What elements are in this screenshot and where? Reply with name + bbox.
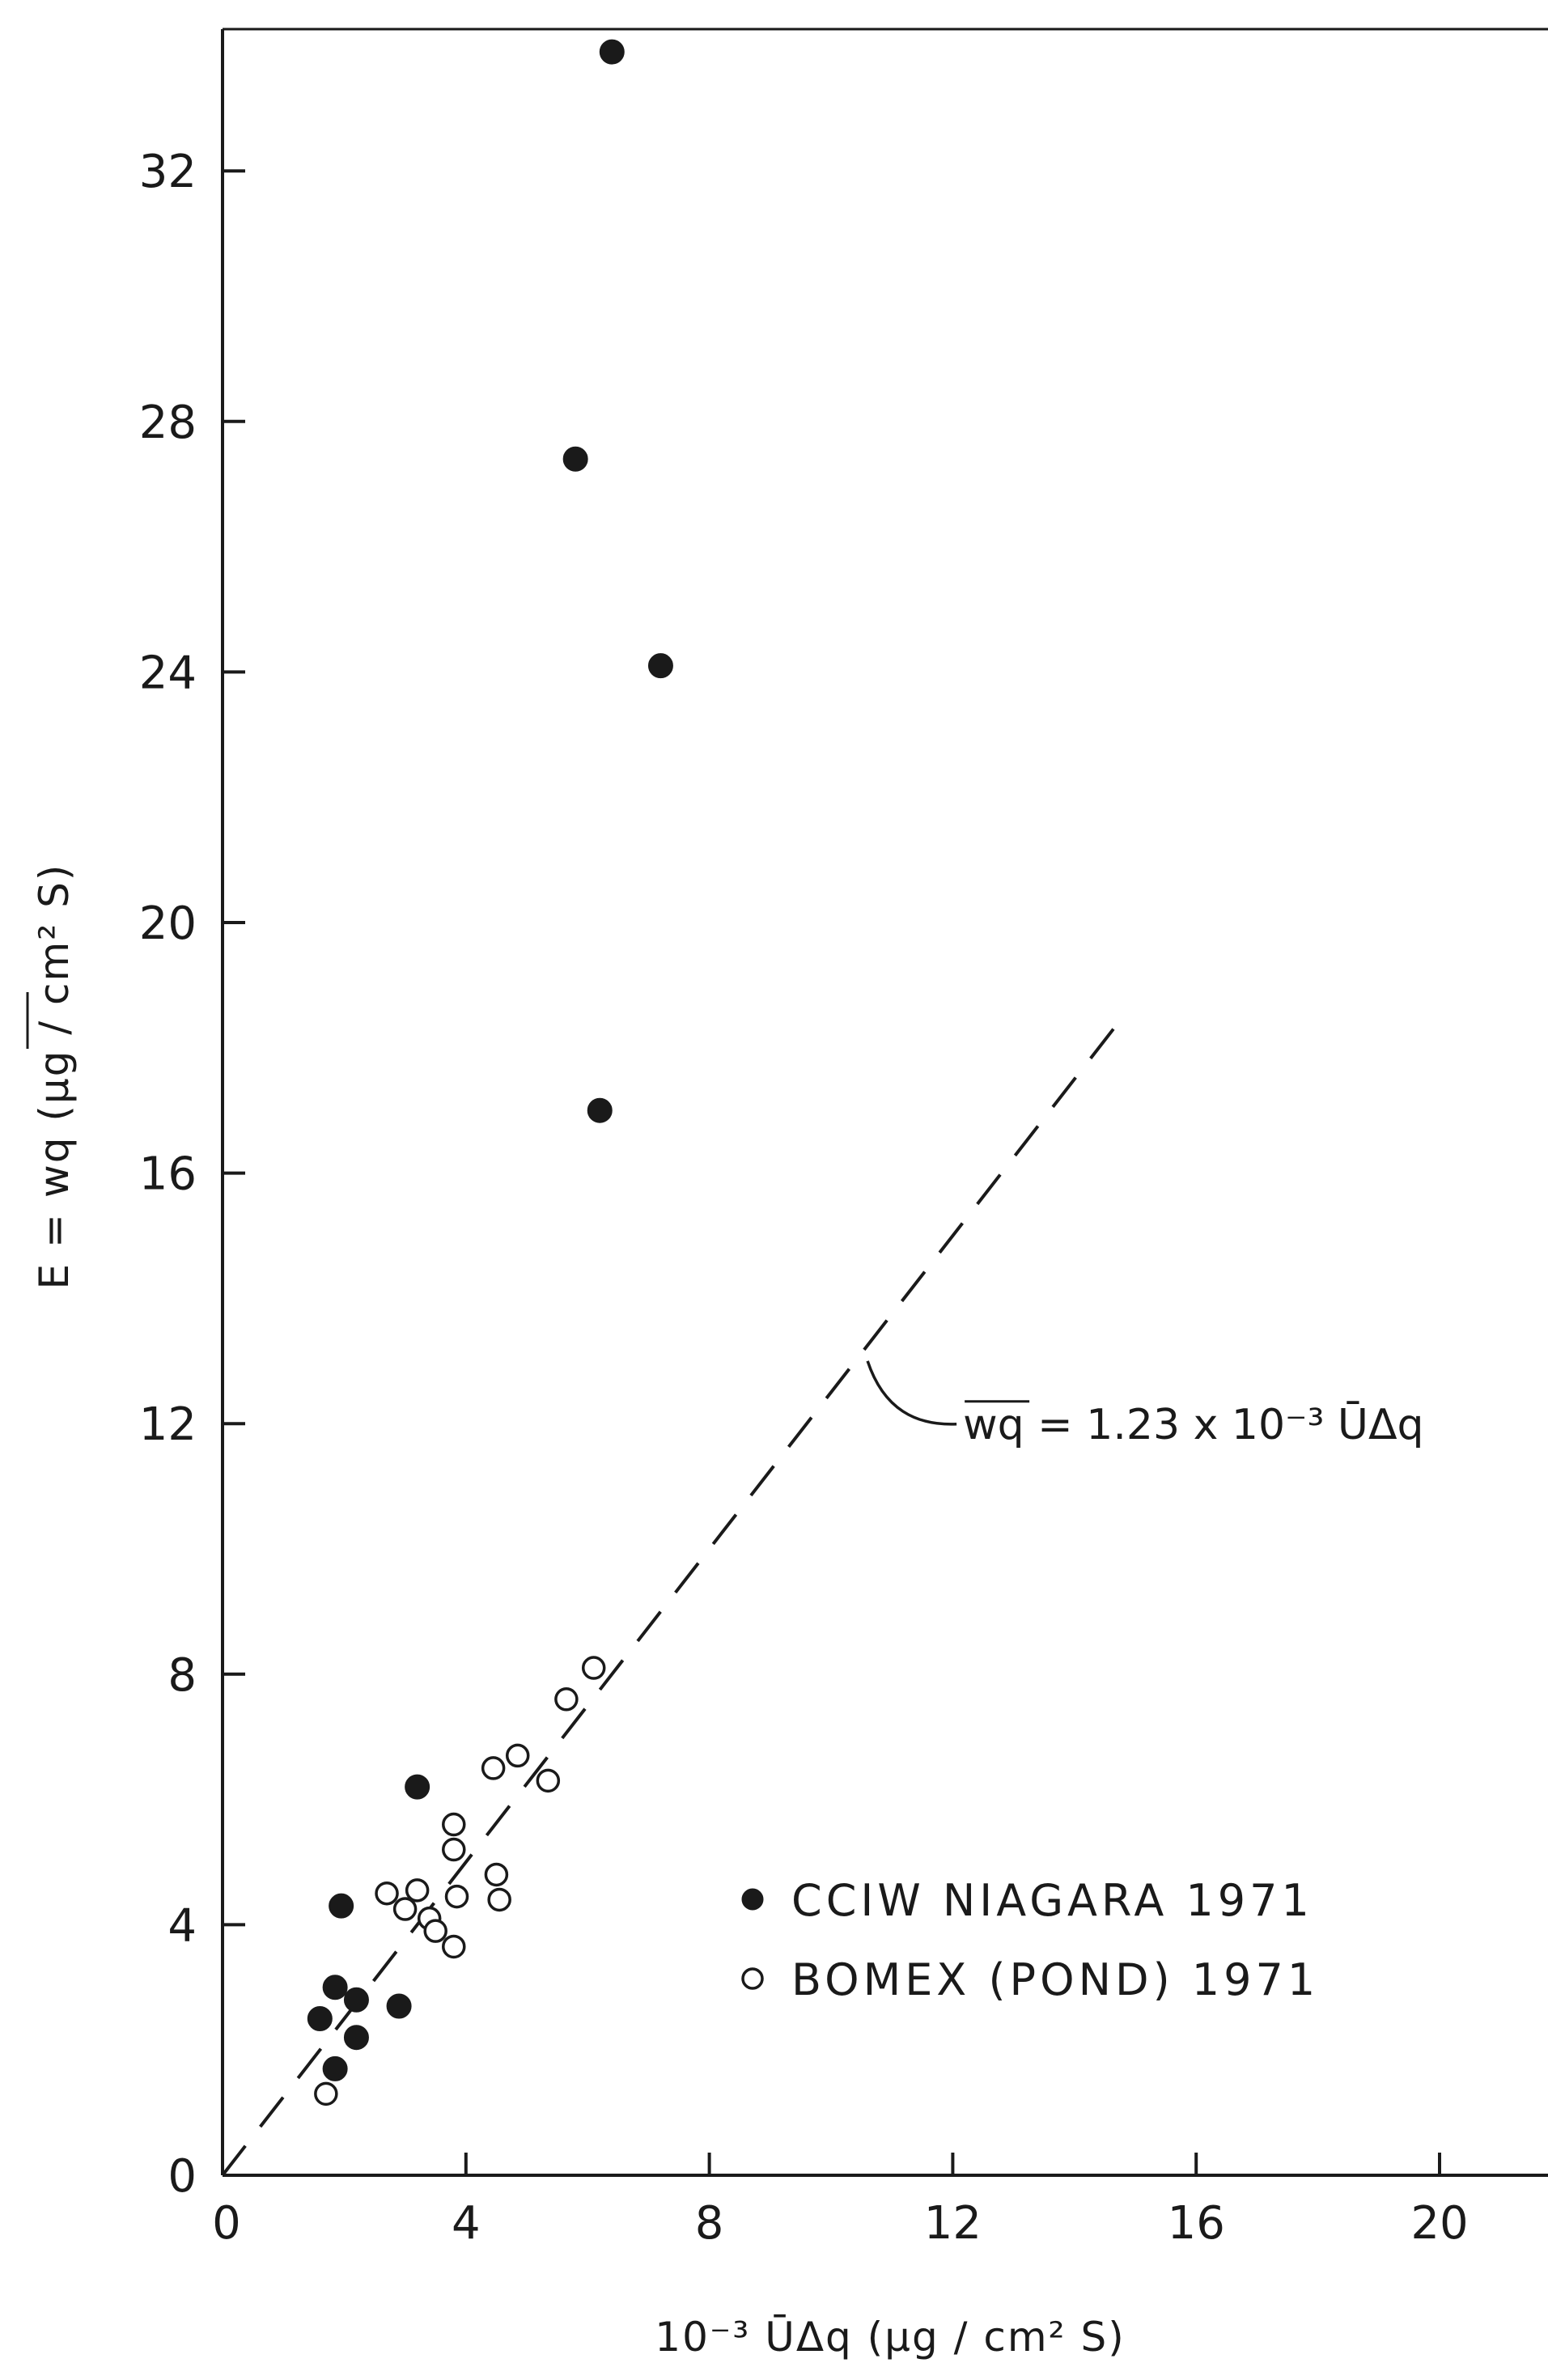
legend-label: CCIW NIAGARA 1971 [791,1875,1313,1926]
point-cciw [322,2055,348,2081]
point-cciw [647,653,673,679]
point-bomex [375,1881,399,1906]
y-axis-title: E = wq (μg / cm² S) [31,863,78,1290]
point-bomex [554,1687,579,1712]
point-bomex [581,1656,606,1680]
point-bomex [536,1768,561,1793]
y-tick-label: 32 [139,146,197,198]
axes [221,28,1548,2177]
point-bomex [442,1812,466,1837]
tick-marks [223,169,1441,2175]
point-bomex [442,1934,466,1959]
y-tick-label: 0 [168,2150,197,2203]
y-tick-label: 16 [139,1148,197,1201]
data-points [307,39,673,2106]
point-bomex [423,1919,447,1943]
legend-label: BOMEX (POND) 1971 [791,1954,1319,2005]
point-cciw [329,1893,354,1919]
fit-equation: wq = 1.23 x 10⁻³ ŪΔq [963,1401,1423,1449]
x-tick-label: 16 [1168,2197,1225,2250]
axis-labels: 0 4 8 12 16 20 24 28 32 0 4 8 12 16 20 10⁻³ ŪΔq (μg / c… [26,146,1469,2361]
point-cciw [343,1987,369,2013]
point-bomex [314,2081,338,2106]
point-cciw [587,1097,613,1123]
equation-leader [866,1360,957,1426]
y-tick-label: 12 [139,1398,197,1451]
point-bomex [505,1743,530,1768]
point-bomex [481,1756,506,1780]
legend: CCIW NIAGARA 1971 BOMEX (POND) 1971 [741,1875,1319,2005]
point-cciw [405,1774,430,1800]
point-cciw [599,39,625,65]
legend-marker [741,1888,764,1911]
x-axis-title: 10⁻³ ŪΔq (μg / cm² S) [655,2314,1125,2361]
x-tick-label: 4 [452,2197,481,2250]
point-bomex [487,1887,511,1912]
x-tick-label: 20 [1410,2197,1468,2250]
point-bomex [444,1884,469,1909]
point-cciw [343,2025,369,2051]
point-cciw [562,446,588,472]
x-tick-label: 0 [212,2197,241,2250]
fit-line-group: wq = 1.23 x 10⁻³ ŪΔq [221,1015,1424,2177]
y-tick-label: 8 [168,1649,197,1702]
point-cciw [386,1993,412,2019]
point-bomex [405,1878,430,1903]
point-bomex [484,1862,509,1887]
y-tick-label: 28 [139,397,197,449]
point-cciw [322,1975,348,2000]
x-tick-label: 12 [924,2197,982,2250]
point-cciw [307,2006,333,2031]
legend-marker [741,1967,764,1990]
y-tick-label: 24 [139,647,197,699]
point-bomex [442,1837,466,1862]
y-tick-label: 20 [139,897,197,950]
y-tick-label: 4 [168,1899,197,1952]
point-bomex [392,1897,418,1921]
x-tick-label: 8 [695,2197,724,2250]
